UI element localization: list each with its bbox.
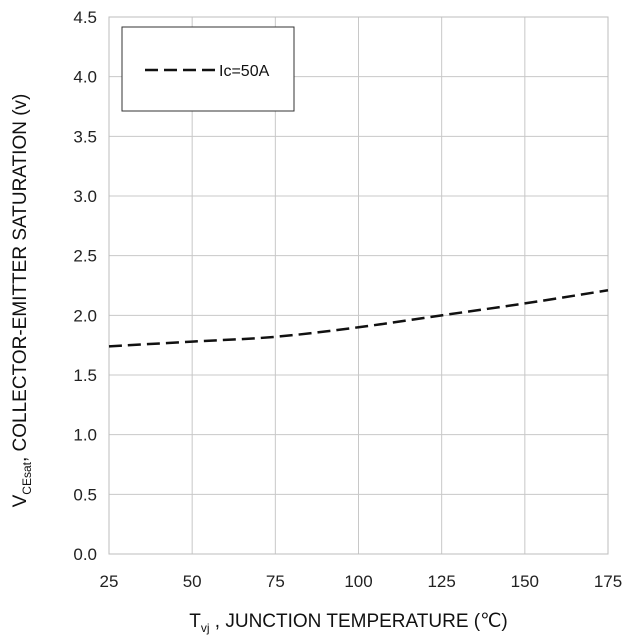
- y-tick-label: 2.0: [73, 306, 97, 325]
- x-tick-label: 25: [100, 572, 119, 591]
- y-axis-title: VCEsat, COLLECTOR-EMITTER SATURATION (v): [10, 94, 34, 508]
- y-axis-title-rest: , COLLECTOR-EMITTER SATURATION (v): [10, 94, 31, 462]
- y-tick-label: 0.5: [73, 485, 97, 504]
- x-tick-label: 50: [183, 572, 202, 591]
- x-tick-label: 175: [594, 572, 622, 591]
- y-axis-ticks: 0.0 0.5 1.0 1.5 2.0 2.5 3.0 3.5 4.0 4.5: [73, 8, 97, 564]
- y-axis-title-sub: CEsat: [20, 461, 34, 494]
- series-line-ic-50a: [108, 289, 609, 348]
- y-tick-label: 2.5: [73, 247, 97, 266]
- x-tick-label: 125: [427, 572, 455, 591]
- legend-label: Ic=50A: [219, 63, 270, 80]
- y-tick-label: 3.5: [73, 127, 97, 146]
- series-layer: [108, 289, 609, 348]
- y-tick-label: 1.5: [73, 366, 97, 385]
- legend: Ic=50A: [121, 26, 295, 112]
- x-axis-title-sub: vj: [201, 621, 210, 635]
- y-axis-title-main: V: [10, 494, 31, 507]
- x-axis-title-rest: , JUNCTION TEMPERATURE (℃): [210, 611, 508, 632]
- y-tick-label: 4.0: [73, 68, 97, 87]
- x-tick-label: 150: [511, 572, 539, 591]
- y-tick-label: 3.0: [73, 187, 97, 206]
- x-axis-title-main: T: [189, 611, 201, 632]
- x-axis-ticks: 25 50 75 100 125 150 175: [100, 572, 623, 591]
- y-tick-label: 4.5: [73, 8, 97, 27]
- y-tick-label: 0.0: [73, 545, 97, 564]
- x-tick-label: 100: [344, 572, 372, 591]
- x-tick-label: 75: [266, 572, 285, 591]
- plot-area-frame: [108, 16, 609, 555]
- x-axis-title: Tvj , JUNCTION TEMPERATURE (℃): [189, 611, 508, 635]
- y-tick-label: 1.0: [73, 426, 97, 445]
